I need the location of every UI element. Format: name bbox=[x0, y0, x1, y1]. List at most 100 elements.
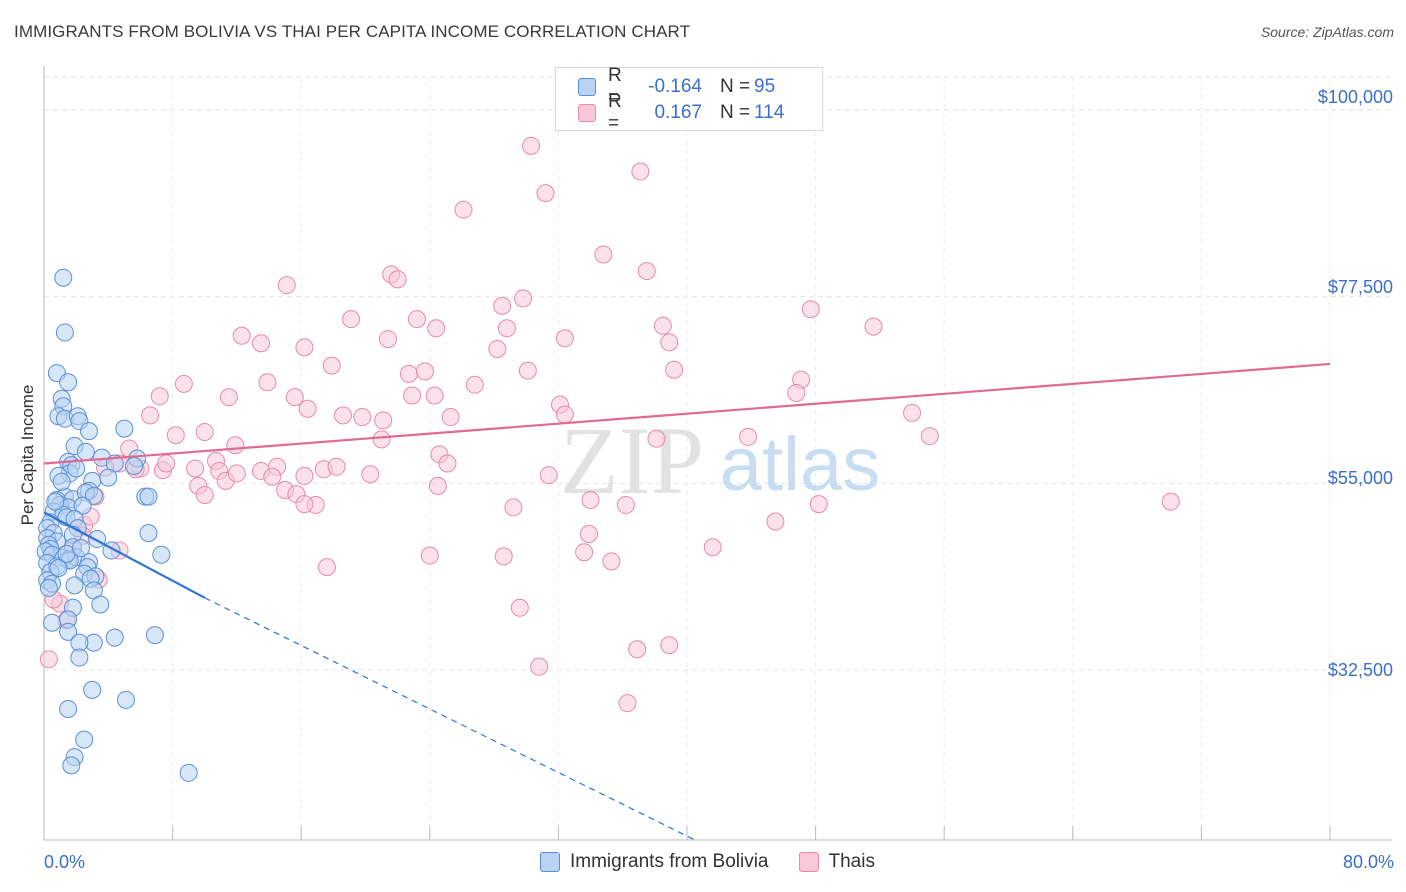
data-point-bolivia bbox=[52, 472, 71, 491]
data-point-thais bbox=[647, 429, 666, 448]
data-point-thais bbox=[809, 495, 828, 514]
y-tick-label: $32,500 bbox=[1327, 660, 1393, 680]
data-point-thais bbox=[660, 636, 679, 655]
data-point-thais bbox=[653, 316, 672, 335]
data-point-bolivia bbox=[59, 622, 78, 641]
legend-label-bolivia: Immigrants from Bolivia bbox=[570, 851, 769, 872]
watermark-zip: ZIP bbox=[560, 407, 704, 514]
r-value: 0.167 bbox=[654, 102, 702, 123]
data-point-bolivia bbox=[49, 558, 68, 577]
y-tick-label: $55,000 bbox=[1327, 468, 1393, 488]
data-point-thais bbox=[263, 467, 282, 486]
data-point-thais bbox=[594, 245, 613, 264]
data-point-thais bbox=[195, 485, 214, 504]
n-value: 114 bbox=[754, 102, 785, 123]
data-point-thais bbox=[258, 373, 277, 392]
stats-row-bolivia: R = -0.164 N = 95 bbox=[578, 65, 794, 108]
data-point-thais bbox=[322, 356, 341, 375]
stats-legend: R = -0.164 N = 95 R = 0.167 N = 114 bbox=[555, 65, 823, 134]
data-point-bolivia bbox=[46, 492, 65, 511]
data-point-thais bbox=[166, 426, 185, 445]
data-point-thais bbox=[903, 403, 922, 422]
data-point-thais bbox=[637, 262, 656, 281]
data-point-thais bbox=[631, 162, 650, 181]
data-point-thais bbox=[522, 136, 541, 155]
legend-label-thais: Thais bbox=[828, 851, 875, 872]
data-point-thais bbox=[665, 360, 684, 379]
data-point-thais bbox=[628, 640, 647, 659]
data-point-thais bbox=[530, 657, 549, 676]
legend-item-bolivia[interactable]: Immigrants from Bolivia bbox=[540, 851, 769, 873]
data-point-thais bbox=[510, 598, 529, 617]
data-point-thais bbox=[333, 406, 352, 425]
x-tick-label-max: 80.0% bbox=[1342, 852, 1394, 872]
data-point-bolivia bbox=[43, 613, 62, 632]
data-point-thais bbox=[174, 374, 193, 393]
data-point-bolivia bbox=[80, 422, 99, 441]
data-point-thais bbox=[494, 547, 513, 566]
legend-item-thais[interactable]: Thais bbox=[798, 851, 875, 873]
data-point-thais bbox=[497, 319, 516, 338]
data-point-thais bbox=[539, 466, 558, 485]
y-tick-label: $77,500 bbox=[1327, 277, 1393, 297]
trend-line-thais bbox=[43, 362, 1331, 465]
data-point-thais bbox=[739, 427, 758, 446]
data-point-thais bbox=[427, 319, 446, 338]
data-point-thais bbox=[536, 184, 555, 203]
data-point-bolivia bbox=[59, 699, 78, 718]
source-label: Source: ZipAtlas.com bbox=[1260, 24, 1394, 40]
data-point-bolivia bbox=[83, 680, 102, 699]
data-point-thais bbox=[425, 386, 444, 405]
n-label: N = bbox=[720, 102, 751, 123]
data-point-bolivia bbox=[54, 268, 73, 287]
swatch-bolivia bbox=[578, 78, 596, 96]
data-point-thais bbox=[232, 326, 251, 345]
stats-row-thais: R = 0.167 N = 114 bbox=[578, 91, 794, 134]
n-label: N = bbox=[720, 76, 751, 97]
data-point-bolivia bbox=[39, 578, 58, 597]
data-point-bolivia bbox=[91, 595, 110, 614]
data-point-thais bbox=[295, 466, 314, 485]
data-point-thais bbox=[403, 386, 422, 405]
trend-line-bolivia-extrapolated bbox=[204, 597, 696, 841]
data-point-bolivia bbox=[116, 690, 135, 709]
data-point-thais bbox=[581, 490, 600, 509]
data-point-thais bbox=[504, 498, 523, 517]
data-point-thais bbox=[399, 364, 418, 383]
r-label: R = bbox=[608, 65, 622, 108]
data-point-thais bbox=[488, 340, 507, 359]
data-point-thais bbox=[361, 465, 380, 484]
data-point-thais bbox=[327, 457, 346, 476]
data-point-thais bbox=[864, 317, 883, 336]
data-point-bolivia bbox=[76, 442, 95, 461]
data-point-bolivia bbox=[65, 576, 84, 595]
data-point-thais bbox=[438, 454, 457, 473]
x-tick-label-min: 0.0% bbox=[44, 852, 86, 872]
data-point-bolivia bbox=[70, 648, 89, 667]
data-point-bolivia bbox=[99, 468, 118, 487]
data-point-bolivia bbox=[75, 730, 94, 749]
data-point-thais bbox=[150, 387, 169, 406]
data-point-thais bbox=[379, 330, 398, 349]
data-point-thais bbox=[787, 383, 806, 402]
data-point-thais bbox=[186, 459, 205, 478]
data-point-bolivia bbox=[139, 524, 158, 543]
data-point-thais bbox=[766, 512, 785, 531]
data-point-thais bbox=[374, 411, 393, 430]
y-axis-label: Per Capita Income bbox=[18, 384, 37, 526]
data-point-thais bbox=[602, 552, 621, 571]
data-point-thais bbox=[616, 495, 635, 514]
chart-title: IMMIGRANTS FROM BOLIVIA VS THAI PER CAPI… bbox=[14, 22, 691, 41]
data-point-bolivia bbox=[71, 539, 90, 558]
data-point-bolivia bbox=[152, 545, 171, 564]
legend-swatch-thais bbox=[798, 852, 819, 872]
data-point-thais bbox=[295, 338, 314, 357]
data-point-bolivia bbox=[84, 486, 103, 505]
data-point-bolivia bbox=[179, 763, 198, 782]
data-point-bolivia bbox=[73, 496, 92, 515]
data-point-thais bbox=[388, 270, 407, 289]
data-point-thais bbox=[407, 310, 426, 329]
data-point-thais bbox=[441, 408, 460, 427]
data-point-bolivia bbox=[55, 323, 74, 342]
